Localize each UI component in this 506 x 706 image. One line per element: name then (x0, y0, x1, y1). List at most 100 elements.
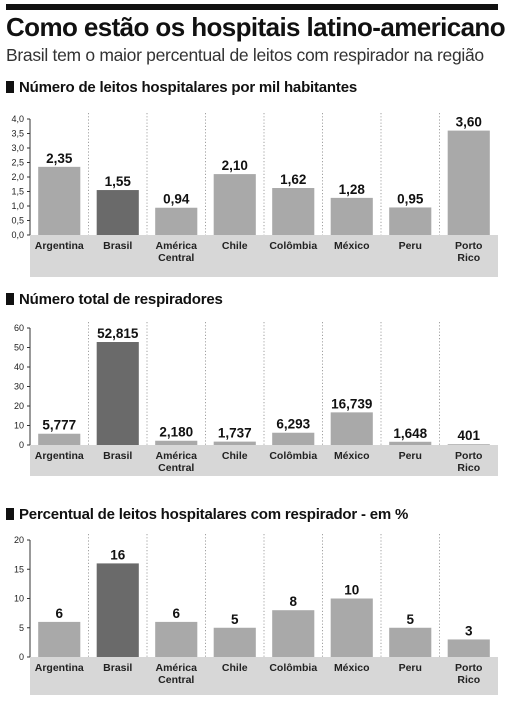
chart-3-title-row: Percentual de leitos hospitalares com re… (6, 506, 408, 523)
bar (155, 440, 198, 445)
page-subtitle: Brasil tem o maior percentual de leitos … (6, 45, 484, 65)
bar (272, 432, 315, 445)
category-label: México (334, 450, 370, 462)
category-label-line: Rico (457, 252, 480, 264)
bar (272, 188, 315, 235)
category-label: México (334, 662, 370, 674)
bar (389, 207, 432, 235)
bar (38, 166, 81, 235)
value-label: 16 (110, 547, 126, 562)
value-label: 1,62 (280, 172, 306, 187)
y-tick-label: 10 (14, 594, 24, 604)
category-label: Argentina (35, 450, 84, 462)
value-label: 3,60 (456, 115, 482, 130)
y-tick-label: 50 (14, 343, 24, 353)
y-tick-label: 5 (19, 623, 24, 633)
chart-3-title: Percentual de leitos hospitalares com re… (19, 506, 409, 523)
y-tick-label: 0,0 (11, 230, 24, 240)
bar (213, 627, 256, 657)
category-label: Brasil (103, 450, 132, 462)
value-label: 6,293 (276, 417, 310, 432)
chart-percent-beds-with-ventilator: 0 5 10 15 20 6 Argentina 16 Brasil 6 América Centra… (14, 534, 498, 695)
category-label-line: América (156, 662, 198, 674)
y-tick-label: 0 (19, 652, 24, 662)
square-bullet-icon (6, 508, 14, 520)
category-label: México (334, 240, 370, 252)
category-label-line: Central (158, 674, 194, 686)
y-tick-label: 1,5 (11, 187, 24, 197)
value-label: 0,95 (397, 191, 424, 206)
chart-2-title: Número total de respiradores (19, 291, 223, 308)
category-label-line: Central (158, 462, 194, 474)
bar (155, 207, 198, 235)
chart-total-ventilators: 0 10 20 30 40 50 60 5,777 Argentina 52,815 Brasil 2… (14, 322, 498, 476)
category-label: Colômbia (269, 450, 317, 462)
y-tick-label: 0,5 (11, 216, 24, 226)
bar (213, 174, 256, 235)
page-title: Como estão os hospitais latino-americano… (6, 12, 506, 42)
y-tick-label: 60 (14, 323, 24, 333)
category-label: Brasil (103, 662, 132, 674)
value-label: 5 (231, 612, 239, 627)
y-tick-label: 20 (14, 401, 24, 411)
category-band (30, 445, 498, 476)
bar (447, 444, 490, 445)
bar (38, 433, 81, 445)
chart-beds-per-thousand: 0,0 0,5 1,0 1,5 2,0 2,5 3,0 3,5 4,0 2,35 Argentina… (11, 113, 498, 277)
bar (38, 621, 81, 657)
category-label-line: Porto (455, 662, 482, 674)
category-band (30, 657, 498, 695)
bar (96, 342, 139, 445)
category-label: Colômbia (269, 662, 317, 674)
category-label: Peru (399, 662, 422, 674)
value-label: 1,737 (218, 426, 252, 441)
y-tick-label: 4,0 (11, 114, 24, 124)
bar (330, 598, 373, 657)
square-bullet-icon (6, 81, 14, 93)
value-label: 8 (289, 594, 297, 609)
category-label: América Central (156, 662, 198, 686)
value-label: 10 (344, 583, 359, 598)
category-label: Colômbia (269, 240, 317, 252)
category-label: Chile (222, 240, 248, 252)
bar (389, 441, 432, 445)
category-label-line: América (156, 240, 198, 252)
value-label: 2,35 (46, 151, 73, 166)
bar (330, 412, 373, 445)
category-label-line: Rico (457, 674, 480, 686)
category-label-line: América (156, 450, 198, 462)
value-label: 1,28 (339, 182, 366, 197)
category-label: Porto Rico (455, 450, 482, 474)
y-tick-label: 2,0 (11, 172, 24, 182)
category-label: América Central (156, 240, 198, 264)
y-tick-label: 1,0 (11, 201, 24, 211)
y-tick-label: 30 (14, 382, 24, 392)
category-label-line: Central (158, 252, 194, 264)
bar (330, 197, 373, 235)
value-label: 2,180 (159, 425, 193, 440)
category-label: América Central (156, 450, 198, 474)
bar (96, 563, 139, 657)
y-tick-label: 10 (14, 421, 24, 431)
square-bullet-icon (6, 293, 14, 305)
value-label: 6 (172, 606, 180, 621)
category-label-line: Porto (455, 240, 482, 252)
value-label: 1,55 (105, 174, 132, 189)
value-label: 52,815 (97, 326, 139, 341)
y-tick-label: 2,5 (11, 158, 24, 168)
bar (96, 190, 139, 235)
value-label: 5 (406, 612, 414, 627)
bar (213, 441, 256, 445)
category-label: Porto Rico (455, 240, 482, 264)
category-label: Chile (222, 662, 248, 674)
bar (155, 621, 198, 657)
header-rule (6, 4, 498, 10)
category-label: Argentina (35, 662, 84, 674)
y-tick-label: 3,5 (11, 129, 24, 139)
category-label: Peru (399, 240, 422, 252)
bar (272, 610, 315, 657)
value-label: 6 (55, 606, 63, 621)
value-label: 401 (457, 428, 480, 443)
category-label-line: Porto (455, 450, 482, 462)
category-label-line: Rico (457, 462, 480, 474)
